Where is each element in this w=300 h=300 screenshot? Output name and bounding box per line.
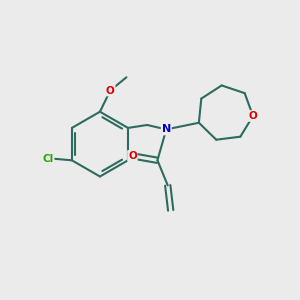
Text: O: O [106, 85, 115, 95]
Text: O: O [249, 111, 257, 121]
Text: N: N [162, 124, 171, 134]
Text: O: O [128, 151, 137, 161]
Text: Cl: Cl [42, 154, 53, 164]
